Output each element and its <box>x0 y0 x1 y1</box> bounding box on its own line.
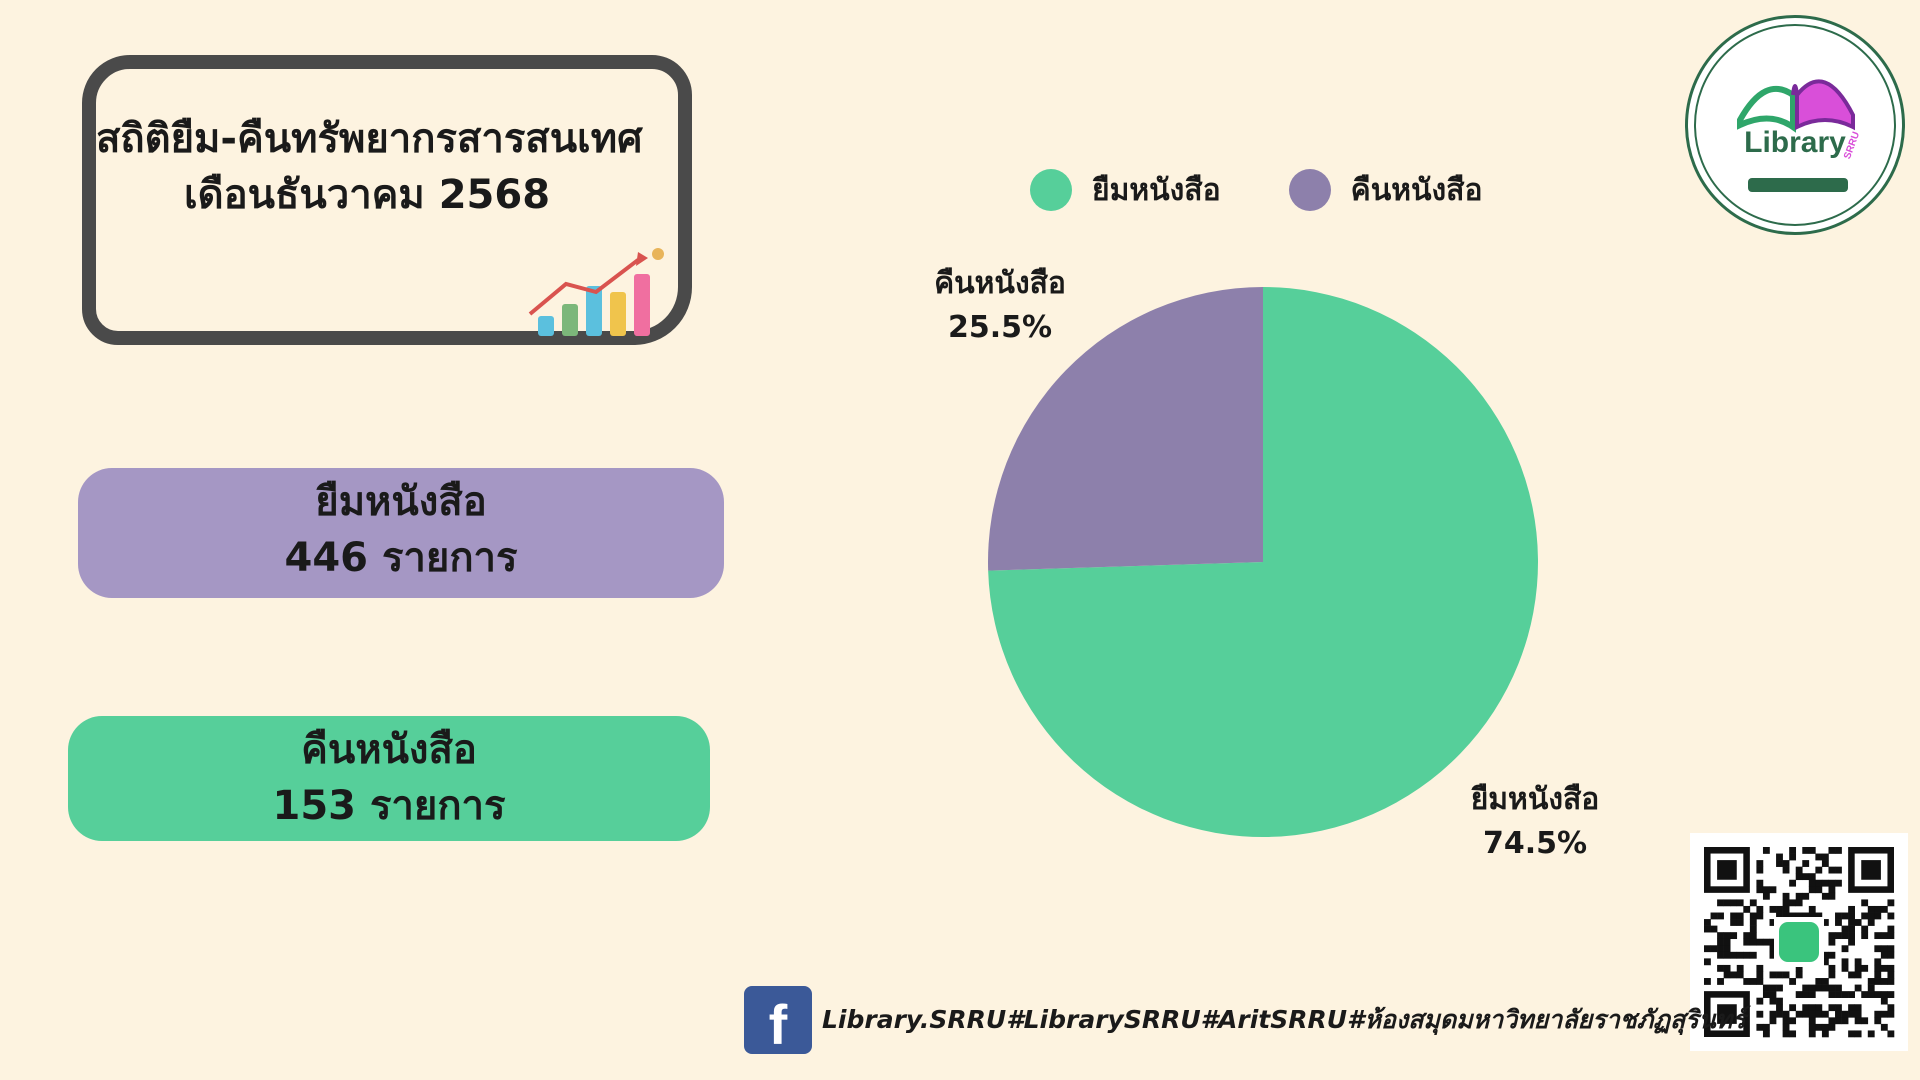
growth-chart-icon <box>526 244 676 344</box>
legend-item-borrow: ยืมหนังสือ <box>1030 167 1221 214</box>
pie-label-return-value: 25.5% <box>920 306 1080 350</box>
facebook-icon[interactable]: f <box>744 986 812 1054</box>
title-line-2: เดือนธันวาคม 2568 <box>96 167 638 223</box>
library-logo: Library SRRU <box>1685 15 1905 235</box>
title-card: สถิติยืม-คืนทรัพยากรสารสนเทศ เดือนธันวาค… <box>82 55 692 345</box>
footer-hashtags: Library.SRRU#LibrarySRRU#AritSRRU#ห้องสม… <box>822 1000 1746 1040</box>
logo-banner <box>1748 178 1848 192</box>
legend-label-return: คืนหนังสือ <box>1351 167 1483 214</box>
pie-label-return: คืนหนังสือ 25.5% <box>920 262 1080 350</box>
return-stat-card: คืนหนังสือ 153 รายการ <box>68 716 710 841</box>
chart-legend: ยืมหนังสือ คืนหนังสือ <box>1030 165 1550 215</box>
legend-item-return: คืนหนังสือ <box>1289 167 1483 214</box>
legend-swatch-borrow <box>1030 169 1072 211</box>
logo-text: Library <box>1688 126 1902 160</box>
borrow-stat-card: ยืมหนังสือ 446 รายการ <box>78 468 724 598</box>
page-title: สถิติยืม-คืนทรัพยากรสารสนเทศ เดือนธันวาค… <box>96 111 638 223</box>
legend-label-borrow: ยืมหนังสือ <box>1092 167 1221 214</box>
pie-label-borrow-value: 74.5% <box>1455 822 1615 866</box>
pie-label-return-name: คืนหนังสือ <box>920 262 1080 306</box>
return-stat-label: คืนหนังสือ <box>68 722 710 778</box>
pie-label-borrow-name: ยืมหนังสือ <box>1455 778 1615 822</box>
open-book-icon <box>1685 15 1905 235</box>
title-line-1: สถิติยืม-คืนทรัพยากรสารสนเทศ <box>96 111 638 167</box>
borrow-stat-label: ยืมหนังสือ <box>78 474 724 530</box>
pie-label-borrow: ยืมหนังสือ 74.5% <box>1455 778 1615 866</box>
borrow-stat-value: 446 รายการ <box>78 530 724 586</box>
legend-swatch-return <box>1289 169 1331 211</box>
return-stat-value: 153 รายการ <box>68 778 710 834</box>
footer: f Library.SRRU#LibrarySRRU#AritSRRU#ห้อง… <box>744 985 1746 1055</box>
